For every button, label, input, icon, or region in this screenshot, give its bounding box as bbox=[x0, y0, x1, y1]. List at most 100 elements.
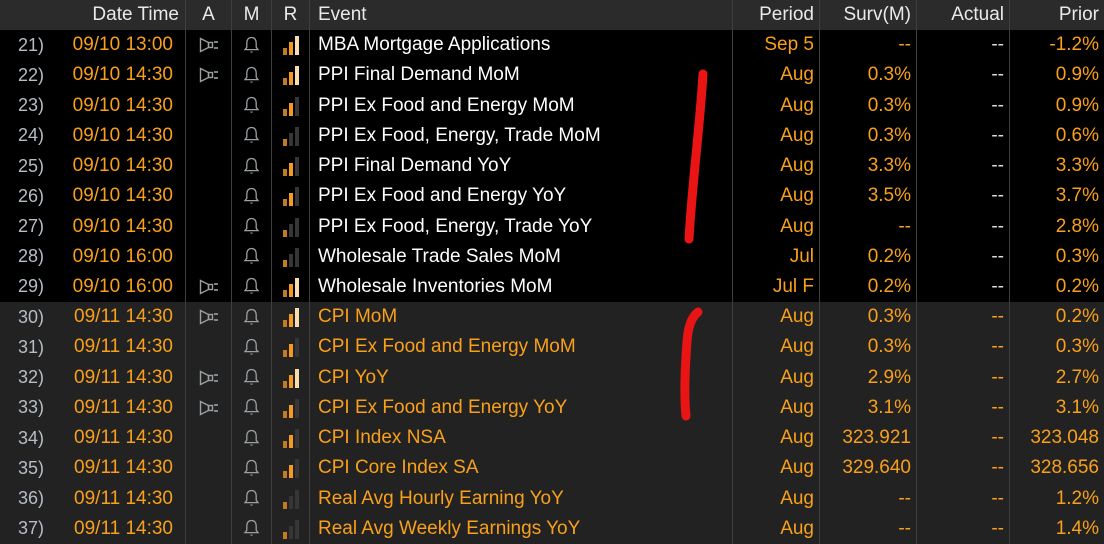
relevance-bars-icon bbox=[282, 428, 299, 449]
table-row-25[interactable]: 25) 09/10 14:30 PPI Final Demand YoY Aug… bbox=[0, 150, 1104, 182]
row-number: 25) bbox=[17, 155, 44, 176]
table-row-26[interactable]: 26) 09/10 14:30 PPI Ex Food and Energy Y… bbox=[0, 181, 1104, 212]
monitor-cell bbox=[232, 90, 272, 121]
monitor-cell bbox=[232, 30, 272, 61]
column-header-actual[interactable]: Actual bbox=[917, 0, 1010, 30]
row-datetime: 09/11 14:30 bbox=[74, 427, 173, 449]
table-row-35[interactable]: 35) 09/11 14:30 CPI Core Index SA Aug 32… bbox=[0, 453, 1104, 484]
bell-icon[interactable] bbox=[243, 368, 260, 387]
bell-icon[interactable] bbox=[243, 519, 260, 538]
datetime-cell: 21) 09/10 13:00 bbox=[0, 30, 186, 61]
table-row-21[interactable]: 21) 09/10 13:00 MBA Mortgage Application… bbox=[0, 30, 1104, 61]
relevance-bars-icon bbox=[282, 217, 299, 237]
column-header-period[interactable]: Period bbox=[733, 0, 820, 30]
column-header-surv[interactable]: Surv(M) bbox=[820, 0, 917, 30]
row-datetime: 09/11 14:30 bbox=[74, 366, 173, 388]
bell-icon[interactable] bbox=[243, 96, 260, 115]
alert-cell bbox=[186, 241, 232, 272]
period-value: Aug bbox=[733, 513, 820, 544]
table-row-31[interactable]: 31) 09/11 14:30 CPI Ex Food and Energy M… bbox=[0, 332, 1104, 363]
speaker-icon[interactable] bbox=[199, 67, 219, 83]
period-value: Aug bbox=[733, 423, 820, 454]
bell-icon[interactable] bbox=[243, 247, 260, 266]
speaker-icon[interactable] bbox=[199, 37, 219, 53]
row-datetime: 09/11 14:30 bbox=[74, 457, 173, 479]
alert-cell bbox=[186, 120, 232, 151]
table-row-33[interactable]: 33) 09/11 14:30 CPI Ex Food and Energy Y… bbox=[0, 392, 1104, 424]
row-number: 31) bbox=[17, 336, 44, 357]
speaker-icon[interactable] bbox=[199, 400, 219, 416]
relevance-cell bbox=[272, 271, 310, 303]
bell-icon[interactable] bbox=[243, 36, 260, 55]
relevance-cell bbox=[272, 150, 310, 182]
datetime-cell: 37) 09/11 14:30 bbox=[0, 513, 186, 544]
alert-cell bbox=[186, 302, 232, 333]
table-row-29[interactable]: 29) 09/10 16:00 Wholesale Inventories Mo… bbox=[0, 271, 1104, 303]
prior-value: 0.2% bbox=[1055, 306, 1099, 328]
datetime-cell: 23) 09/10 14:30 bbox=[0, 90, 186, 121]
column-header-datetime[interactable]: Date Time bbox=[0, 0, 186, 30]
event-name: PPI Ex Food and Energy MoM bbox=[310, 90, 733, 121]
relevance-cell bbox=[272, 90, 310, 121]
table-row-22[interactable]: 22) 09/10 14:30 PPI Final Demand MoM Aug… bbox=[0, 60, 1104, 91]
monitor-cell bbox=[232, 392, 272, 424]
relevance-bars-icon bbox=[282, 337, 299, 358]
survey-value: 0.3% bbox=[820, 332, 917, 363]
bell-icon[interactable] bbox=[243, 187, 260, 206]
table-row-24[interactable]: 24) 09/10 14:30 PPI Ex Food, Energy, Tra… bbox=[0, 120, 1104, 151]
period-value: Aug bbox=[733, 332, 820, 363]
survey-value: 3.3% bbox=[820, 150, 917, 182]
table-row-23[interactable]: 23) 09/10 14:30 PPI Ex Food and Energy M… bbox=[0, 90, 1104, 121]
table-row-37[interactable]: 37) 09/11 14:30 Real Avg Weekly Earnings… bbox=[0, 513, 1104, 544]
table-row-36[interactable]: 36) 09/11 14:30 Real Avg Hourly Earning … bbox=[0, 483, 1104, 514]
speaker-icon[interactable] bbox=[199, 309, 219, 325]
bell-icon[interactable] bbox=[243, 398, 260, 417]
column-header-r[interactable]: R bbox=[272, 0, 310, 30]
relevance-bars-icon bbox=[282, 96, 299, 116]
relevance-cell bbox=[272, 423, 310, 454]
relevance-bars-icon bbox=[282, 126, 299, 146]
period-value: Aug bbox=[733, 453, 820, 484]
period-value: Aug bbox=[733, 181, 820, 212]
prior-value: 323.048 bbox=[1030, 427, 1099, 449]
period-value: Aug bbox=[733, 60, 820, 91]
speaker-icon[interactable] bbox=[199, 370, 219, 386]
alert-cell bbox=[186, 423, 232, 454]
relevance-bars-icon bbox=[282, 307, 299, 328]
table-row-30[interactable]: 30) 09/11 14:30 CPI MoM Aug 0.3% -- bbox=[0, 302, 1104, 333]
bell-icon[interactable] bbox=[243, 126, 260, 145]
relevance-bars-icon bbox=[282, 186, 299, 207]
bell-icon[interactable] bbox=[243, 157, 260, 176]
monitor-cell bbox=[232, 453, 272, 484]
table-row-27[interactable]: 27) 09/10 14:30 PPI Ex Food, Energy, Tra… bbox=[0, 211, 1104, 242]
actual-value: -- bbox=[917, 150, 1010, 182]
bell-icon[interactable] bbox=[243, 217, 260, 236]
monitor-cell bbox=[232, 362, 272, 393]
bell-icon[interactable] bbox=[243, 277, 260, 296]
alert-cell bbox=[186, 453, 232, 484]
monitor-cell bbox=[232, 241, 272, 272]
bell-icon[interactable] bbox=[243, 459, 260, 478]
speaker-icon[interactable] bbox=[199, 279, 219, 295]
table-row-34[interactable]: 34) 09/11 14:30 CPI Index NSA Aug 323.92… bbox=[0, 423, 1104, 454]
bell-icon[interactable] bbox=[243, 338, 260, 357]
row-datetime: 09/11 14:30 bbox=[74, 306, 173, 328]
bell-icon[interactable] bbox=[243, 308, 260, 327]
row-datetime: 09/10 14:30 bbox=[72, 124, 173, 146]
column-header-a[interactable]: A bbox=[186, 0, 232, 30]
row-number: 22) bbox=[17, 64, 44, 85]
period-value: Aug bbox=[733, 483, 820, 514]
bell-icon[interactable] bbox=[243, 429, 260, 448]
column-header-event[interactable]: Event bbox=[310, 0, 733, 30]
table-row-28[interactable]: 28) 09/10 16:00 Wholesale Trade Sales Mo… bbox=[0, 241, 1104, 272]
datetime-cell: 25) 09/10 14:30 bbox=[0, 150, 186, 182]
relevance-bars-icon bbox=[282, 247, 299, 267]
column-header-m[interactable]: M bbox=[232, 0, 272, 30]
column-header-prior[interactable]: Prior bbox=[1058, 4, 1099, 25]
prior-value: 328.656 bbox=[1030, 457, 1099, 479]
bell-icon[interactable] bbox=[243, 489, 260, 508]
prior-value: 0.2% bbox=[1055, 275, 1099, 297]
bell-icon[interactable] bbox=[243, 66, 260, 85]
table-row-32[interactable]: 32) 09/11 14:30 CPI YoY Aug 2.9% -- bbox=[0, 362, 1104, 393]
